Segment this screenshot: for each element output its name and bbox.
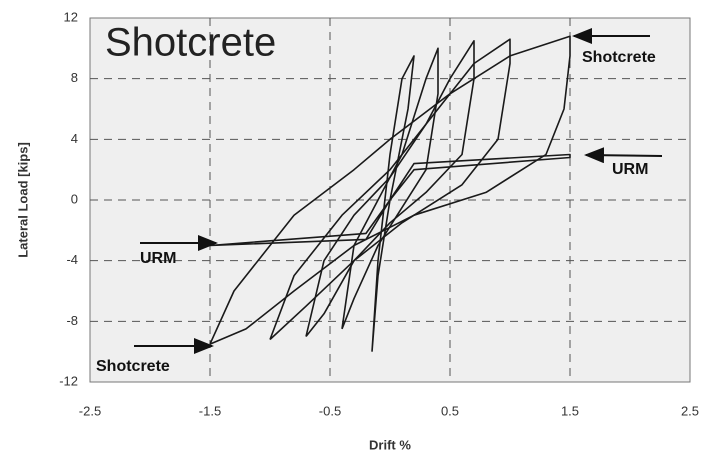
annotation: Shotcrete	[582, 49, 656, 66]
x-tick-label: 1.5	[561, 403, 579, 418]
y-tick-label: 0	[71, 191, 78, 206]
y-tick-label: -4	[66, 252, 78, 267]
annotation: URM	[612, 161, 648, 178]
x-tick-label: -0.5	[319, 403, 341, 418]
annotation: Shotcrete	[96, 358, 170, 375]
y-tick-label: -8	[66, 313, 78, 328]
chart: Shotcrete Lateral Load [kips] Drift % Sh…	[0, 0, 709, 458]
y-tick-label: 4	[71, 131, 78, 146]
x-tick-label: -2.5	[79, 403, 101, 418]
y-tick-label: -12	[59, 373, 78, 388]
x-tick-label: -1.5	[199, 403, 221, 418]
annotation: URM	[140, 250, 176, 267]
arrow	[586, 155, 662, 156]
y-tick-label: 12	[64, 9, 78, 24]
page: Shotcrete Lateral Load [kips] Drift % Sh…	[0, 0, 709, 463]
chart-title: Shotcrete	[105, 21, 276, 65]
x-axis-label: Drift %	[369, 437, 411, 452]
y-axis-label: Lateral Load [kips]	[15, 142, 30, 258]
x-tick-label: 2.5	[681, 403, 699, 418]
y-tick-label: 8	[71, 70, 78, 85]
x-tick-label: 0.5	[441, 403, 459, 418]
